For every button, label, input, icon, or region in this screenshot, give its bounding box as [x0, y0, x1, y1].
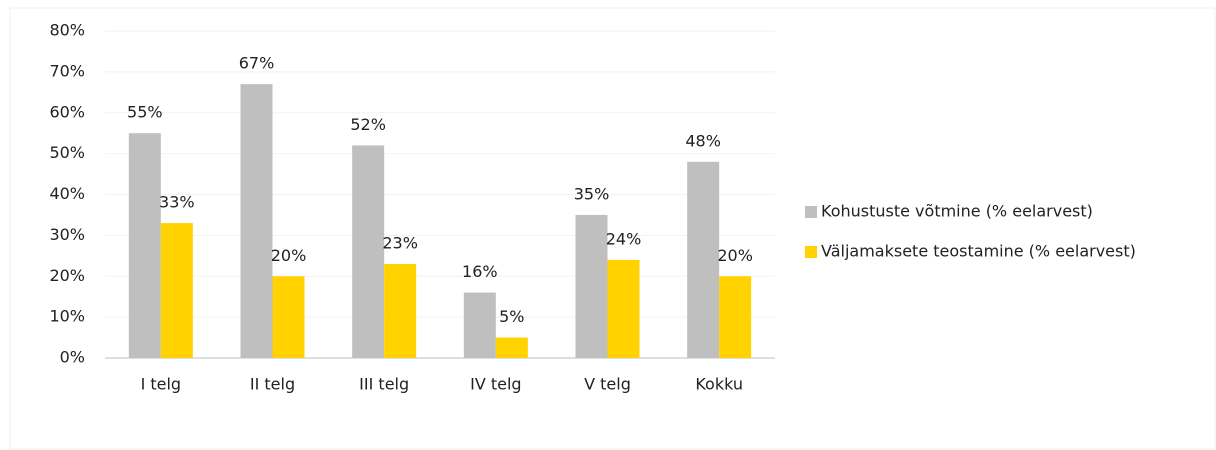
bar [352, 145, 385, 358]
legend-label: Väljamaksete teostamine (% eelarvest) [821, 242, 1136, 261]
y-tick-label: 0% [60, 348, 85, 367]
bar [128, 133, 161, 358]
value-label: 33% [159, 193, 195, 212]
value-label: 16% [462, 262, 498, 281]
value-label: 55% [127, 103, 163, 122]
bar [240, 84, 273, 358]
bar [272, 276, 305, 358]
value-label: 20% [271, 246, 307, 265]
value-label: 48% [685, 131, 721, 150]
value-label: 67% [239, 54, 275, 73]
y-tick-label: 70% [49, 61, 85, 80]
y-tick-label: 10% [49, 307, 85, 326]
value-label: 52% [350, 115, 386, 134]
x-tick-label: II telg [250, 375, 295, 394]
y-tick-label: 80% [49, 21, 85, 40]
y-tick-label: 30% [49, 225, 85, 244]
y-tick-label: 60% [49, 102, 85, 121]
value-label: 5% [499, 307, 524, 326]
x-tick-label: IV telg [470, 375, 521, 394]
bar [384, 263, 417, 358]
legend-label: Kohustuste võtmine (% eelarvest) [821, 202, 1093, 221]
bar [687, 161, 720, 358]
x-tick-label: Kokku [695, 375, 743, 394]
x-tick-label: V telg [584, 375, 631, 394]
bar [160, 223, 193, 358]
bar [495, 337, 528, 358]
y-tick-label: 50% [49, 143, 85, 162]
chart-frame [9, 7, 1216, 450]
value-label: 20% [717, 246, 753, 265]
y-tick-label: 40% [49, 184, 85, 203]
bar [719, 276, 752, 358]
value-label: 24% [606, 229, 642, 248]
bar [607, 259, 640, 358]
value-label: 23% [382, 233, 418, 252]
bar [463, 292, 496, 358]
x-tick-label: I telg [141, 375, 182, 394]
bar [575, 214, 608, 358]
x-tick-label: III telg [359, 375, 409, 394]
legend-swatch [805, 246, 817, 258]
legend-swatch [805, 206, 817, 218]
value-label: 35% [574, 184, 610, 203]
y-tick-label: 20% [49, 266, 85, 285]
